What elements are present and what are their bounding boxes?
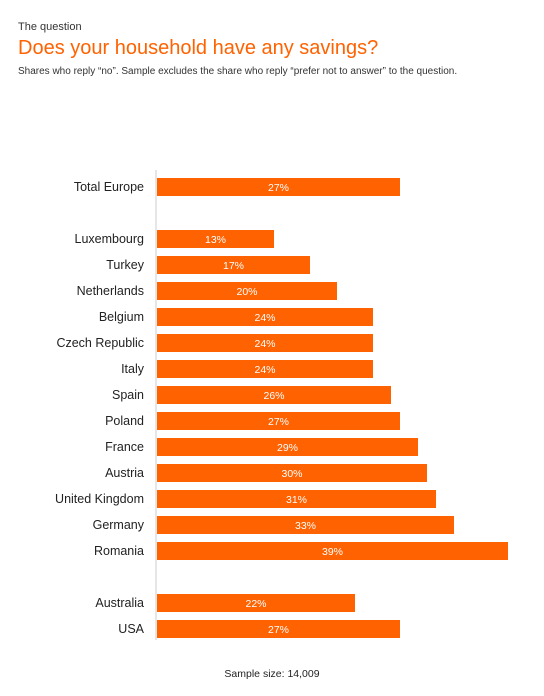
data-label-france: 29%	[277, 442, 298, 454]
category-label-spain: Spain	[112, 388, 144, 402]
category-label-italy: Italy	[121, 362, 145, 376]
bar-united-kingdom	[157, 490, 436, 508]
category-label-turkey: Turkey	[106, 258, 144, 272]
bar-czech-republic	[157, 334, 373, 352]
bar-romania	[157, 542, 508, 560]
chart-subtitle: Shares who reply “no”. Sample excludes t…	[18, 66, 458, 77]
bar-italy	[157, 360, 373, 378]
data-label-usa: 27%	[268, 624, 289, 636]
data-label-germany: 33%	[295, 520, 316, 532]
bar-belgium	[157, 308, 373, 326]
category-label-netherlands: Netherlands	[77, 284, 144, 298]
bar-austria	[157, 464, 427, 482]
data-label-netherlands: 20%	[236, 286, 257, 298]
category-label-total-europe: Total Europe	[74, 180, 144, 194]
data-label-austria: 30%	[281, 468, 302, 480]
data-label-total-europe: 27%	[268, 182, 289, 194]
category-label-united-kingdom: United Kingdom	[55, 492, 144, 506]
bar-australia	[157, 594, 355, 612]
category-label-poland: Poland	[105, 414, 144, 428]
chart-title: Does your household have any savings?	[18, 37, 379, 59]
data-label-romania: 39%	[322, 546, 343, 558]
bar-chart: Total Europe 27% Luxembourg 13% Turkey 17% Net…	[55, 170, 508, 640]
data-label-belgium: 24%	[254, 312, 275, 324]
category-label-romania: Romania	[94, 544, 144, 558]
category-label-luxembourg: Luxembourg	[75, 232, 145, 246]
data-label-united-kingdom: 31%	[286, 494, 307, 506]
bar-netherlands	[157, 282, 337, 300]
category-label-germany: Germany	[93, 518, 145, 532]
data-label-luxembourg: 13%	[205, 234, 226, 246]
bar-turkey	[157, 256, 310, 274]
bar-france	[157, 438, 418, 456]
bar-usa	[157, 620, 400, 638]
category-label-austria: Austria	[105, 466, 144, 480]
bar-poland	[157, 412, 400, 430]
bar-spain	[157, 386, 391, 404]
data-label-spain: 26%	[263, 390, 284, 402]
category-label-belgium: Belgium	[99, 310, 144, 324]
question-kicker: The question	[18, 21, 82, 33]
bar-luxembourg	[157, 230, 274, 248]
data-label-czech-republic: 24%	[254, 338, 275, 350]
data-label-poland: 27%	[268, 416, 289, 428]
bar-total-europe	[157, 178, 400, 196]
data-label-australia: 22%	[245, 598, 266, 610]
category-label-france: France	[105, 440, 144, 454]
sample-size-note: Sample size: 14,009	[224, 668, 320, 680]
category-label-usa: USA	[118, 622, 144, 636]
data-label-turkey: 17%	[223, 260, 244, 272]
data-label-italy: 24%	[254, 364, 275, 376]
category-label-czech-republic: Czech Republic	[56, 336, 144, 350]
category-label-australia: Australia	[95, 596, 144, 610]
bar-germany	[157, 516, 454, 534]
